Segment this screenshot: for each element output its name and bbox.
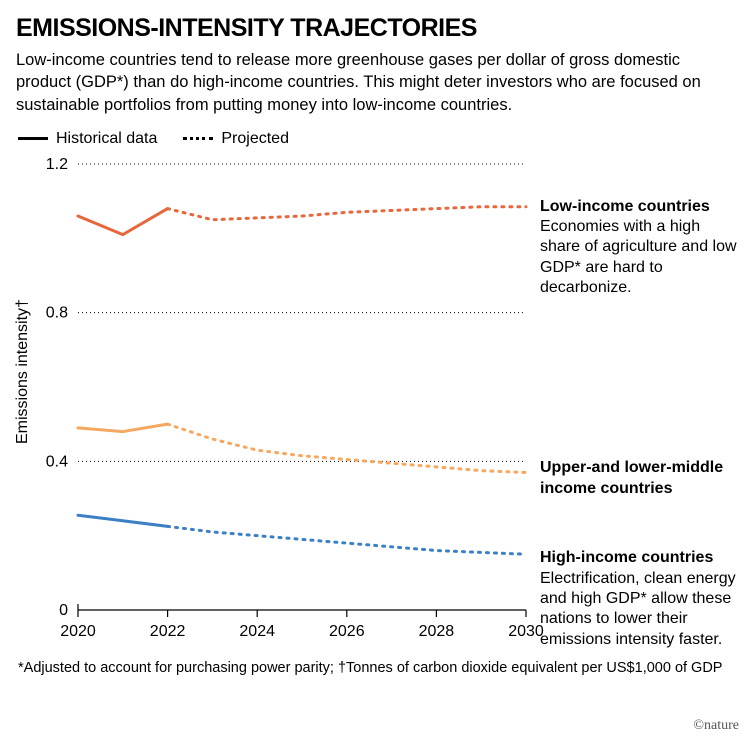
annotation-low-head: Low-income countries xyxy=(540,197,740,217)
annotation-high-income: High-income countries Electrification, c… xyxy=(540,548,740,650)
x-tick-label: 2020 xyxy=(60,623,96,640)
x-tick-label: 2024 xyxy=(239,623,275,640)
y-tick-label: 1.2 xyxy=(46,156,68,173)
series-mid-historical xyxy=(78,424,168,431)
dotted-line-icon xyxy=(183,137,213,140)
legend-projected-label: Projected xyxy=(221,130,289,148)
x-tick-label: 2028 xyxy=(419,623,455,640)
y-tick-label: 0.4 xyxy=(46,453,68,470)
legend-historical: Historical data xyxy=(18,130,157,148)
x-tick-label: 2022 xyxy=(150,623,186,640)
annotation-middle-income: Upper-and lower-middle income countries xyxy=(540,458,740,499)
annotation-low-income: Low-income countries Economies with a hi… xyxy=(540,197,740,299)
series-mid-projected xyxy=(168,424,526,472)
series-high-projected xyxy=(168,526,526,554)
x-tick-label: 2026 xyxy=(329,623,365,640)
y-tick-label: 0.8 xyxy=(46,304,68,321)
annotation-mid-head: Upper-and lower-middle income countries xyxy=(540,458,740,499)
chart-area: Emissions intensity† 00.40.81.2202020222… xyxy=(16,154,736,654)
legend-projected: Projected xyxy=(183,130,289,148)
series-low-historical xyxy=(78,208,168,234)
series-high-historical xyxy=(78,515,168,526)
legend-historical-label: Historical data xyxy=(56,130,157,148)
chart-subtitle: Low-income countries tend to release mor… xyxy=(16,49,735,116)
annotation-low-body: Economies with a high share of agricultu… xyxy=(540,217,740,299)
footnote: *Adjusted to account for purchasing powe… xyxy=(16,660,735,676)
annotation-high-head: High-income countries xyxy=(540,548,740,568)
legend: Historical data Projected xyxy=(16,130,735,148)
series-low-projected xyxy=(168,207,526,220)
y-tick-label: 0 xyxy=(59,602,68,619)
x-tick-label: 2030 xyxy=(508,623,544,640)
credit: ©nature xyxy=(693,718,739,734)
solid-line-icon xyxy=(18,137,48,140)
annotation-high-body: Electrification, clean energy and high G… xyxy=(540,569,740,651)
chart-title: EMISSIONS-INTENSITY TRAJECTORIES xyxy=(16,14,735,43)
